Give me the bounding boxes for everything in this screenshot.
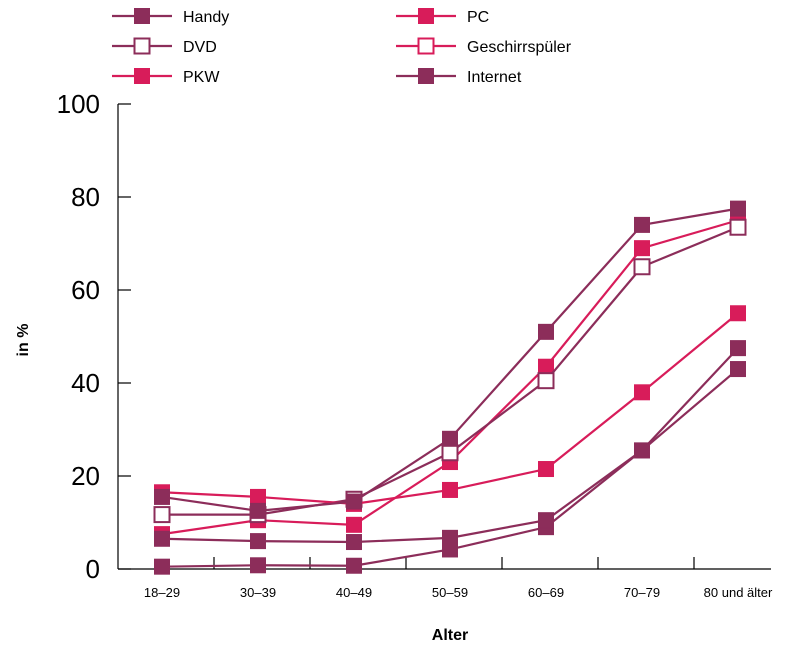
data-point xyxy=(730,305,746,322)
data-point xyxy=(538,512,554,529)
series-unnamed-6 xyxy=(154,340,746,551)
legend-item-pc: PC xyxy=(396,8,489,26)
y-axis: 0 20 40 60 80 100 xyxy=(57,89,131,584)
y-tick-label: 0 xyxy=(86,554,100,584)
x-tick-label: 40–49 xyxy=(336,585,372,600)
x-tick-label: 60–69 xyxy=(528,585,564,600)
data-point xyxy=(250,557,266,574)
y-tick-label: 100 xyxy=(57,89,100,119)
x-axis: 18–29 30–39 40–49 50–59 60–69 70–79 80 und ält… xyxy=(118,557,773,600)
y-tick-label: 40 xyxy=(71,368,100,398)
legend-label: DVD xyxy=(183,39,217,56)
x-tick-label: 80 und älter xyxy=(704,585,773,600)
data-point xyxy=(346,493,362,510)
data-point xyxy=(442,481,458,498)
data-point xyxy=(730,200,746,217)
legend-label: Internet xyxy=(467,69,522,86)
data-point xyxy=(634,384,650,401)
data-point xyxy=(537,372,555,390)
data-point xyxy=(538,323,554,340)
legend-item-geschirrspüler: Geschirrspüler xyxy=(396,37,572,56)
legend-item-pkw: PKW xyxy=(112,68,220,86)
series-internet xyxy=(154,200,746,519)
data-point xyxy=(154,530,170,547)
legend: Handy PC DVD Geschirrspüler PKW Internet xyxy=(112,8,572,86)
data-point xyxy=(538,358,554,375)
legend-marker xyxy=(417,37,435,55)
legend-item-internet: Internet xyxy=(396,68,522,86)
series-layer xyxy=(153,200,747,575)
legend-marker xyxy=(133,37,151,55)
legend-item-handy: Handy xyxy=(112,8,229,26)
legend-label: PC xyxy=(467,9,489,26)
data-point xyxy=(346,516,362,533)
legend-marker xyxy=(134,8,150,24)
data-point xyxy=(442,430,458,447)
data-point xyxy=(153,506,171,524)
y-tick-label: 20 xyxy=(71,461,100,491)
data-point xyxy=(442,529,458,546)
y-axis-title: in % xyxy=(15,324,32,357)
x-tick-label: 70–79 xyxy=(624,585,660,600)
y-tick-label: 80 xyxy=(71,182,100,212)
legend-marker xyxy=(134,68,150,84)
legend-label: Handy xyxy=(183,9,229,26)
series-dvd xyxy=(153,218,747,524)
data-point xyxy=(634,442,650,459)
x-tick-label: 50–59 xyxy=(432,585,468,600)
legend-label: Geschirrspüler xyxy=(467,39,572,56)
legend-item-dvd: DVD xyxy=(112,37,217,56)
legend-label: PKW xyxy=(183,69,220,86)
x-tick-label: 30–39 xyxy=(240,585,276,600)
legend-marker xyxy=(418,68,434,84)
x-axis-title: Alter xyxy=(432,627,468,644)
data-point xyxy=(441,444,459,462)
data-point xyxy=(154,488,170,505)
data-point xyxy=(538,461,554,478)
data-point xyxy=(250,502,266,519)
data-point xyxy=(634,216,650,233)
data-point xyxy=(730,340,746,357)
y-tick-label: 60 xyxy=(71,275,100,305)
data-point xyxy=(154,558,170,575)
legend-marker xyxy=(418,8,434,24)
series-line xyxy=(161,312,739,506)
data-point xyxy=(346,557,362,574)
data-point xyxy=(346,534,362,551)
data-point xyxy=(729,218,747,236)
data-point xyxy=(634,240,650,257)
series-line xyxy=(162,226,739,516)
data-point xyxy=(250,533,266,550)
data-point xyxy=(250,488,266,505)
data-point xyxy=(730,361,746,378)
data-point xyxy=(633,258,651,276)
x-tick-label: 18–29 xyxy=(144,585,180,600)
series-pkw xyxy=(154,305,746,512)
